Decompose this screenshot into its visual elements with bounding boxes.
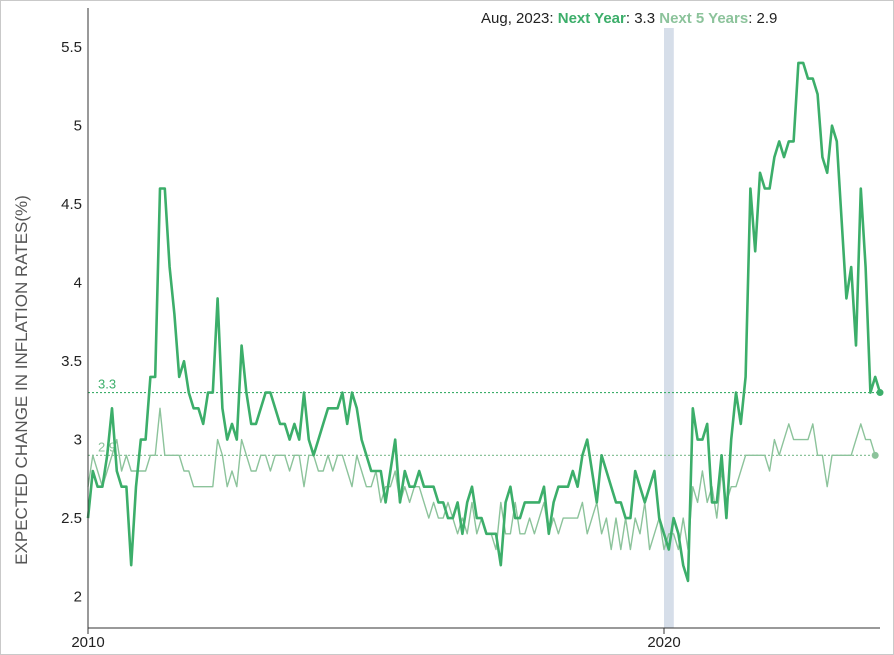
y-tick-label-7: 5.5 [61,39,82,56]
series-line-0 [86,61,882,583]
x-tick-label-1: 2020 [647,634,680,651]
y-tick-label-0: 2 [74,589,82,606]
y-tick-label-3: 3.5 [61,353,82,370]
header-next-5-years-value: 2.9 [757,10,778,27]
y-tick-label-4: 4 [74,275,82,292]
x-tick-labels: 2010 2020 [71,628,681,651]
header-next-year-value: 3.3 [634,10,655,27]
y-tick-label-2: 3 [74,432,82,449]
series-line-1 [87,407,876,551]
recession-band [664,28,674,628]
chart-header: Aug, 2023: Next Year: 3.3 Next 5 Years: … [481,10,777,27]
header-date: Aug, 2023 [481,10,549,27]
header-sep-3: : [748,10,756,27]
x-tick-label-0: 2010 [71,634,104,651]
series-layer [86,61,884,583]
series-end-point-0 [876,389,884,397]
header-next-year-label: Next Year [558,10,626,27]
y-tick-labels: 2 2.5 3 3.5 4 4.5 5 5.5 [61,39,82,605]
reference-line-label-0: 3.3 [98,377,116,392]
reference-lines: 3.32.9 [88,377,880,456]
axes [87,8,880,629]
y-tick-label-1: 2.5 [61,510,82,527]
header-sep-1: : [549,10,557,27]
y-axis-label: EXPECTED CHANGE IN INFLATION RATES(%) [12,195,31,565]
y-tick-label-6: 5 [74,118,82,135]
y-tick-label-5: 4.5 [61,196,82,213]
header-sep-2: : [626,10,634,27]
recession-layer [664,28,674,628]
series-end-point-1 [871,451,879,459]
header-next-5-years-label: Next 5 Years [659,10,748,27]
